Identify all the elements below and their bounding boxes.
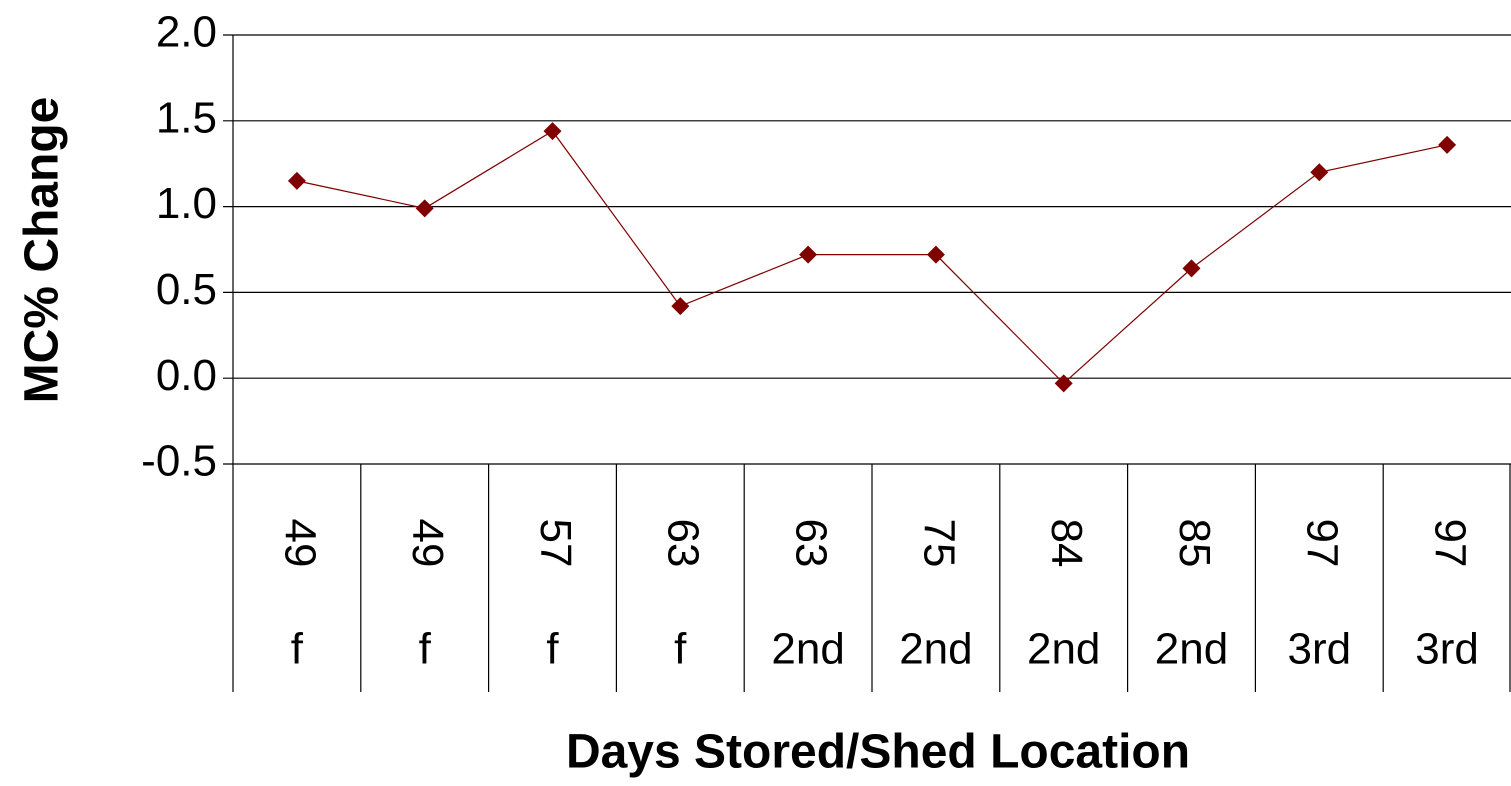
x-group-label: 3rd	[1288, 625, 1352, 674]
marker	[415, 199, 434, 218]
marker	[543, 122, 562, 141]
line	[296, 130, 1448, 385]
marker	[1310, 163, 1329, 182]
x-tick-label: 63	[786, 519, 835, 568]
x-tick-label: 97	[1298, 519, 1347, 568]
marker	[799, 245, 818, 264]
x-tick-label: 84	[1042, 519, 1091, 568]
marker	[1054, 374, 1073, 393]
marker	[1182, 259, 1201, 278]
y-tick-label: 1.5	[156, 93, 217, 142]
y-tick-label: 1.0	[156, 179, 217, 228]
x-group-label: f	[291, 625, 304, 674]
x-tick-label: 85	[1170, 519, 1219, 568]
marker	[287, 171, 306, 190]
x-group-label: 3rd	[1415, 625, 1479, 674]
y-tick-label: -0.5	[141, 437, 217, 486]
marker	[671, 297, 690, 316]
y-tick-label: 0.0	[156, 351, 217, 400]
x-tick-label: 57	[531, 519, 580, 568]
x-tick-label: 49	[275, 519, 324, 568]
x-group-label: f	[674, 625, 687, 674]
x-axis-title: Days Stored/Shed Location	[566, 726, 1190, 779]
x-tick-label: 97	[1425, 519, 1474, 568]
x-group-label: f	[546, 625, 559, 674]
marker	[1438, 135, 1457, 154]
x-tick-label: 63	[659, 519, 708, 568]
x-tick-label: 75	[914, 519, 963, 568]
x-group-label: f	[419, 625, 432, 674]
y-axis-title: MC% Change	[16, 97, 69, 404]
y-tick-label: 2.0	[156, 8, 217, 57]
x-tick-label: 49	[403, 519, 452, 568]
marker	[926, 245, 945, 264]
x-group-label: 2nd	[1027, 625, 1100, 674]
x-group-label: 2nd	[771, 625, 844, 674]
x-group-label: 2nd	[1155, 625, 1228, 674]
y-tick-label: 0.5	[156, 265, 217, 314]
x-group-label: 2nd	[899, 625, 972, 674]
